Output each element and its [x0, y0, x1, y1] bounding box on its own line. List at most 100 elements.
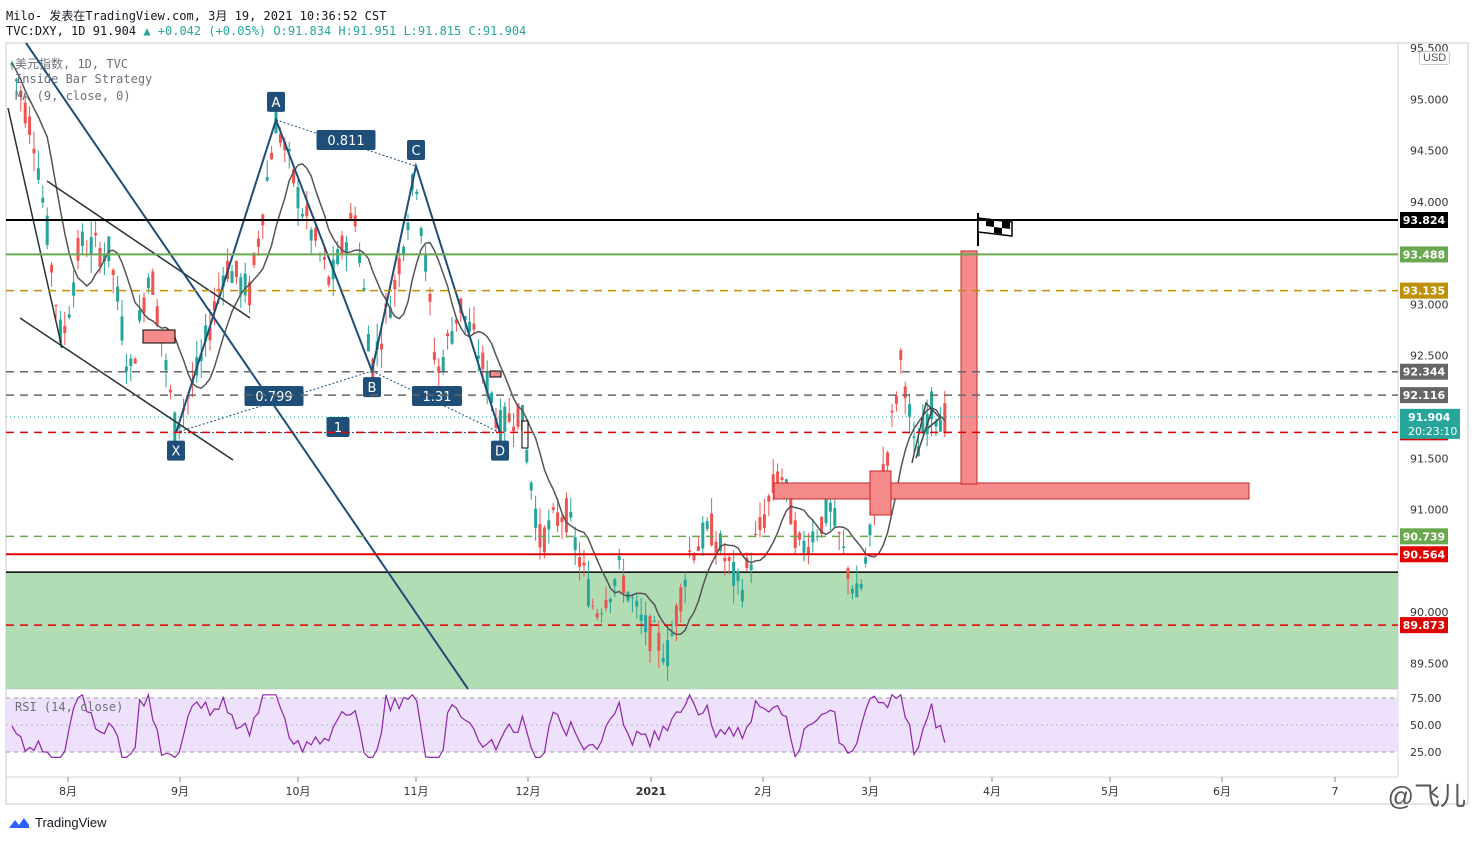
candle-body — [938, 419, 942, 432]
price-tick-label: 93.000 — [1410, 298, 1449, 311]
pattern-point-marker[interactable] — [167, 440, 185, 461]
candle-body — [287, 148, 291, 152]
price-level-label: 93.135 — [1403, 285, 1445, 298]
candle-body — [842, 546, 846, 548]
candle-body — [762, 514, 766, 528]
price-level-tag — [1400, 528, 1448, 545]
candle-body — [696, 546, 700, 551]
pattern-point-marker[interactable] — [267, 91, 285, 112]
candle-body — [107, 236, 111, 262]
candle-body — [208, 327, 212, 341]
candle-body — [450, 331, 454, 344]
candle-body — [710, 513, 714, 546]
candle-body — [36, 168, 40, 180]
legend-ma[interactable]: MA (9, close, 0) — [15, 89, 131, 103]
candle-body — [441, 357, 445, 372]
change-text: +0.042 (+0.05%) — [157, 24, 267, 38]
pattern-point-marker[interactable] — [363, 377, 381, 398]
candle-body — [485, 370, 489, 394]
candle-body — [560, 517, 564, 523]
candle-body — [666, 640, 670, 667]
candle-body — [582, 562, 586, 566]
candle-body — [41, 197, 45, 203]
publish-info: Milo- 发表在TradingView.com, 3月 19, 2021 10… — [6, 9, 387, 23]
candle-body — [388, 307, 392, 318]
countdown-label: 20:23:10 — [1408, 425, 1457, 438]
pattern-point-marker[interactable] — [491, 440, 509, 461]
ratio-badge[interactable] — [316, 130, 376, 150]
candle-body — [221, 275, 225, 287]
candle-body — [168, 389, 172, 393]
currency-badge[interactable]: USD — [1419, 51, 1451, 65]
candle-body — [881, 464, 885, 473]
price-level-label: 90.739 — [1403, 530, 1445, 543]
candle-body — [740, 589, 744, 602]
candle-body — [657, 632, 661, 651]
candle-body — [340, 235, 344, 256]
candle-body — [256, 238, 260, 247]
candle-body — [815, 536, 819, 538]
candle-body — [771, 474, 775, 493]
candle-body — [296, 187, 300, 209]
pattern-point-marker[interactable] — [407, 140, 425, 161]
candle-body — [516, 403, 520, 427]
candle-body — [692, 554, 696, 561]
candle-body — [617, 556, 621, 561]
time-tick-label: 8月 — [59, 785, 77, 798]
candle-body — [635, 600, 639, 607]
candle-body — [454, 319, 458, 324]
candle-body — [446, 333, 450, 337]
candle-body — [344, 242, 348, 253]
candle-body — [481, 352, 485, 369]
ratio-badge[interactable] — [244, 386, 304, 406]
candle-body — [393, 279, 397, 290]
candle-body — [613, 579, 617, 586]
candle-body — [868, 524, 872, 536]
legend-symbol[interactable]: 美元指数, 1D, TVC — [15, 57, 129, 71]
candle-body — [622, 575, 626, 593]
candle-body — [591, 605, 595, 607]
candle-body — [529, 482, 533, 491]
time-tick-label: 11月 — [404, 785, 429, 798]
legend-strategy[interactable]: Inside Bar Strategy — [15, 72, 153, 86]
candle-body — [305, 205, 309, 217]
breakout-box — [869, 470, 892, 516]
candle-body — [674, 605, 678, 627]
candle-body — [652, 620, 656, 622]
candle-body — [278, 133, 282, 143]
candle-body — [94, 232, 98, 236]
candle-body — [463, 316, 467, 320]
ratio-label: 0.811 — [327, 134, 364, 149]
candle-body — [793, 520, 797, 548]
time-tick-label: 9月 — [171, 785, 189, 798]
time-tick-label: 10月 — [286, 785, 311, 798]
candle-body — [894, 395, 898, 404]
candle-body — [397, 257, 401, 275]
candle-body — [507, 413, 511, 422]
candle-body — [309, 229, 313, 241]
candle-body — [943, 403, 947, 434]
time-tick-label: 7 — [1332, 785, 1339, 798]
candle-body — [490, 392, 494, 403]
price-tick-label: 94.500 — [1410, 145, 1449, 158]
candle-body — [476, 355, 480, 359]
footer-brand: TradingView — [8, 815, 107, 830]
candle-body — [855, 583, 859, 598]
candle-body — [604, 599, 608, 609]
ratio-badge[interactable] — [412, 386, 462, 406]
candle-body — [151, 271, 155, 295]
legend-rsi[interactable]: RSI (14, close) — [15, 700, 124, 714]
candle-body — [366, 333, 370, 352]
candle-body — [468, 321, 472, 332]
candle-body — [428, 293, 432, 302]
candle-body — [525, 449, 529, 463]
candle-body — [930, 391, 934, 420]
price-tick-label: 92.500 — [1410, 350, 1449, 363]
candle-body — [736, 571, 740, 581]
candle-body — [239, 277, 243, 295]
candle-body — [828, 502, 832, 512]
candle-body — [789, 495, 793, 525]
candle-body — [138, 310, 142, 321]
time-tick-label: 4月 — [983, 785, 1001, 798]
